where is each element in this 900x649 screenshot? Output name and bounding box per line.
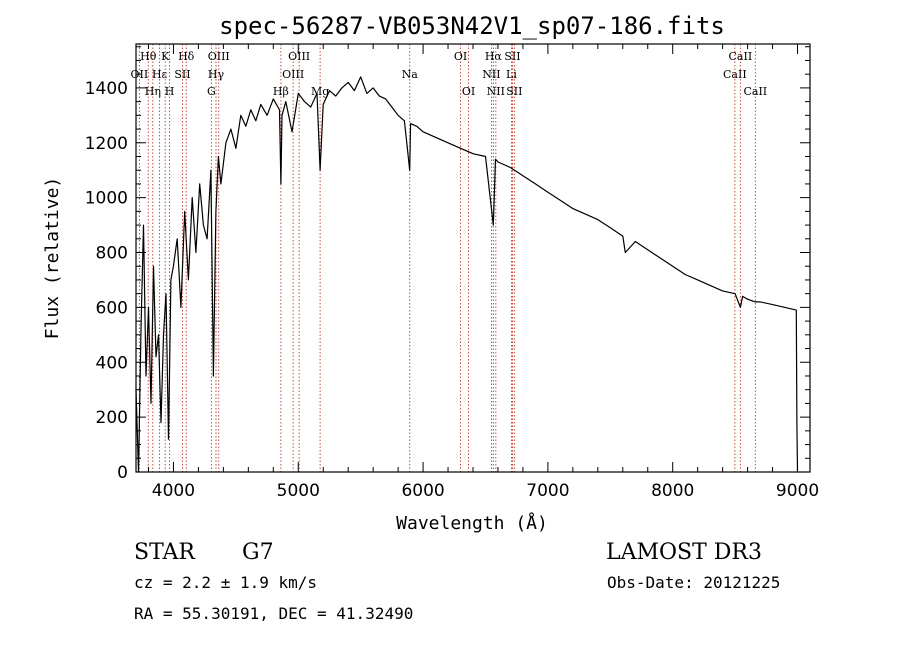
y-tick-label-5: 1000 [85,189,128,209]
line-label-24: CaII [723,68,747,81]
redshift-text: cz = 2.2 ± 1.9 km/s [134,573,317,592]
line-label-18: NII [482,68,500,81]
x-tick-label-3: 7000 [526,481,569,501]
line-label-11: Hβ [273,85,289,98]
line-label-22: SII [504,50,520,63]
line-label-6: SII [174,68,190,81]
line-label-0: Hθ [140,50,157,63]
y-tick-label-1: 200 [96,408,128,428]
line-label-25: CaII [729,50,753,63]
line-label-20: NII [487,85,505,98]
line-label-12: OIII [282,68,304,81]
line-label-9: Hγ [208,68,225,81]
line-label-10: OIII [208,50,230,63]
y-tick-label-2: 400 [96,353,128,373]
line-label-13: OIII [288,50,310,63]
y-tick-label-3: 600 [96,298,128,318]
spectral-line-labels: HθOIIHηHεKHSIIHδGHγOIIIHβOIIIOIIIMgNaOIO… [131,50,768,98]
line-label-8: G [207,85,216,98]
spectrum-series-line [135,76,799,473]
line-label-15: Na [402,68,419,81]
x-axis-label: Wavelength (Å) [396,512,548,534]
line-label-26: CaII [743,85,767,98]
line-label-14: Mg [311,85,329,98]
spectral-line-markers [138,44,756,472]
line-label-7: Hδ [178,50,195,63]
line-label-19: Hα [485,50,503,63]
y-axis-ticks: 0 200 400 600 800 1000 1200 1400 [85,46,810,483]
line-label-23: SII [506,85,522,98]
plot-frame [135,43,811,473]
x-tick-label-4: 8000 [651,481,694,501]
x-tick-label-1: 5000 [277,481,320,501]
obs-date-text: Obs-Date: 20121225 [607,573,780,592]
chart-title: spec-56287-VB053N42V1_sp07-186.fits [219,12,725,40]
line-label-5: H [165,85,175,98]
line-label-21: Li [506,68,517,81]
x-tick-label-0: 4000 [152,481,195,501]
line-label-17: OI [462,85,475,98]
y-tick-label-4: 800 [96,244,128,264]
line-label-16: OI [454,50,467,63]
coordinates-text: RA = 55.30191, DEC = 41.32490 [134,604,413,623]
y-tick-label-7: 1400 [85,79,128,99]
line-label-4: K [161,50,170,63]
line-label-2: Hη [145,85,161,98]
x-axis-ticks: 4000 5000 6000 7000 8000 9000 [147,44,819,501]
subclass-label: G7 [242,540,274,565]
survey-label: LAMOST DR3 [606,540,762,565]
y-tick-label-6: 1200 [85,134,128,154]
x-tick-label-2: 6000 [401,481,444,501]
line-label-3: Hε [152,68,168,81]
class-label: STAR [134,540,196,565]
y-tick-label-0: 0 [117,463,128,483]
y-axis-label: Flux (relative) [42,177,63,340]
x-tick-label-5: 9000 [776,481,819,501]
